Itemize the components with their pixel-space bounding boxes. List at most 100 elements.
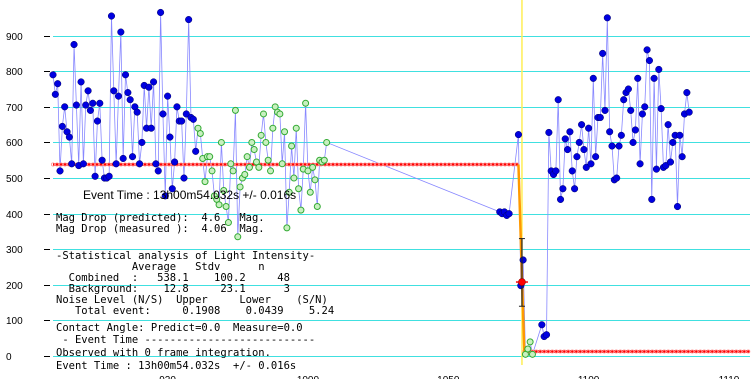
model-marker xyxy=(594,349,599,354)
model-marker xyxy=(390,162,395,167)
model-marker xyxy=(710,349,715,354)
model-marker xyxy=(458,162,463,167)
data-point-green xyxy=(528,350,536,358)
data-point-blue xyxy=(552,167,560,175)
x-tick-label: 1110 xyxy=(719,375,740,379)
data-point-blue xyxy=(159,110,167,118)
y-tick-label: 600 xyxy=(6,138,23,149)
model-marker xyxy=(362,162,367,167)
data-point-green xyxy=(257,131,265,139)
data-point-blue xyxy=(636,160,644,168)
model-marker xyxy=(95,162,100,167)
data-point-green xyxy=(269,124,277,132)
data-point-blue xyxy=(629,138,637,146)
model-marker xyxy=(394,162,399,167)
stat-combined: Combined : 538.1 100.2 48 xyxy=(56,272,290,284)
data-point-blue xyxy=(54,80,62,88)
model-marker xyxy=(702,349,707,354)
y-tick-label: 700 xyxy=(6,103,23,114)
model-marker xyxy=(358,162,363,167)
model-marker xyxy=(722,349,727,354)
model-marker xyxy=(694,349,699,354)
data-point-blue xyxy=(585,124,593,132)
model-marker xyxy=(718,349,723,354)
data-point-green xyxy=(262,138,270,146)
data-point-blue xyxy=(86,106,94,114)
model-marker xyxy=(638,349,643,354)
data-point-blue xyxy=(173,103,181,111)
data-point-green xyxy=(236,183,244,191)
model-marker xyxy=(538,349,543,354)
model-marker xyxy=(502,162,507,167)
model-marker xyxy=(510,162,515,167)
data-point-blue xyxy=(119,154,127,163)
model-marker xyxy=(186,162,191,167)
model-marker xyxy=(630,349,635,354)
model-marker xyxy=(107,162,112,167)
model-marker xyxy=(286,162,291,167)
data-point-blue xyxy=(70,40,78,49)
stat-title: -Statistical analysis of Light Intensity… xyxy=(56,250,315,262)
model-marker xyxy=(190,162,195,167)
data-point-blue xyxy=(652,165,660,173)
data-point-blue xyxy=(77,78,85,86)
model-marker xyxy=(127,162,132,167)
event-time-small: Event Time : 13h00m54.032s +/- 0.016s xyxy=(56,360,296,372)
data-point-blue xyxy=(554,96,562,104)
model-marker xyxy=(346,162,351,167)
data-point-blue xyxy=(189,115,197,123)
model-marker xyxy=(354,162,359,167)
data-point-blue xyxy=(627,106,635,114)
model-marker xyxy=(570,349,575,354)
model-marker xyxy=(334,162,339,167)
data-point-green xyxy=(234,233,242,241)
x-tick-label: 1000 xyxy=(297,375,320,379)
model-marker xyxy=(442,162,447,167)
model-marker xyxy=(550,349,555,354)
data-point-green xyxy=(309,163,317,171)
model-marker xyxy=(430,162,435,167)
data-point-blue xyxy=(634,74,642,82)
mag-drop-measured: Mag Drop (measured ): 4.06 Mag. xyxy=(56,223,265,235)
data-point-blue xyxy=(110,87,118,95)
data-point-blue xyxy=(631,126,639,134)
model-marker xyxy=(398,162,403,167)
model-marker xyxy=(314,162,319,167)
data-point-green xyxy=(217,138,225,146)
data-point-blue xyxy=(624,85,632,93)
model-marker xyxy=(158,162,163,167)
model-fit-line xyxy=(51,162,751,354)
model-marker xyxy=(123,162,128,167)
model-marker xyxy=(450,162,455,167)
data-point-green xyxy=(306,188,314,196)
data-point-blue xyxy=(84,87,92,95)
model-marker xyxy=(746,349,751,354)
y-tick-label: 0 xyxy=(6,352,12,363)
model-marker xyxy=(202,162,207,167)
model-marker xyxy=(194,162,199,167)
data-point-blue xyxy=(657,105,665,113)
data-point-blue xyxy=(643,46,651,54)
model-marker xyxy=(726,349,731,354)
model-marker xyxy=(606,349,611,354)
model-marker xyxy=(374,162,379,167)
data-point-blue xyxy=(538,321,546,329)
model-marker xyxy=(534,349,539,354)
y-tick-label: 400 xyxy=(6,210,23,221)
model-marker xyxy=(402,162,407,167)
event-time-label: Event Time : 13h00m54.032s +/- 0.016s xyxy=(83,188,296,202)
x-tick-label: 1050 xyxy=(437,375,460,379)
model-marker xyxy=(462,162,467,167)
model-marker xyxy=(586,349,591,354)
model-marker xyxy=(162,162,167,167)
y-tick-marks xyxy=(44,36,50,357)
data-point-green xyxy=(196,130,204,138)
model-marker xyxy=(690,349,695,354)
model-marker xyxy=(338,162,343,167)
data-point-green xyxy=(526,338,534,346)
model-marker xyxy=(666,349,671,354)
data-point-green xyxy=(245,163,253,171)
blue-points xyxy=(49,8,693,341)
model-marker xyxy=(55,162,60,167)
model-marker xyxy=(554,349,559,354)
